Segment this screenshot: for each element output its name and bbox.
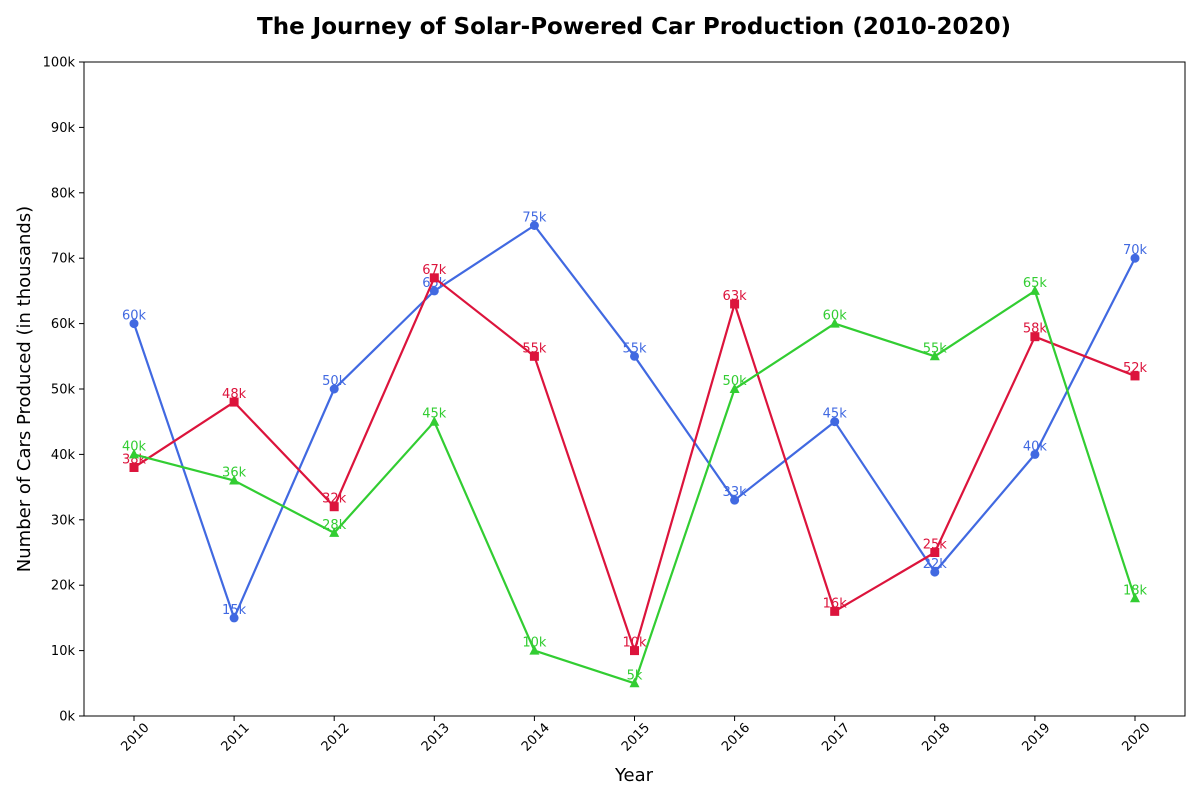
data-point	[1030, 449, 1040, 459]
data-label: 33k	[723, 485, 748, 500]
data-point	[1130, 592, 1140, 603]
data-point	[329, 502, 339, 512]
data-label: 50k	[322, 374, 347, 389]
data-point	[930, 567, 940, 577]
x-tick-label: 2016	[719, 721, 753, 755]
data-label: 40k	[122, 439, 147, 454]
data-point	[1130, 371, 1140, 381]
data-point	[730, 299, 740, 309]
y-tick-label: 60k	[51, 317, 76, 332]
data-point	[129, 319, 139, 329]
data-point	[1030, 332, 1040, 342]
data-label: 52k	[1123, 361, 1148, 376]
data-label: 10k	[622, 636, 647, 651]
y-axis-label: Number of Cars Produced (in thousands)	[14, 206, 35, 572]
data-label: 16k	[823, 596, 848, 611]
data-point	[429, 416, 440, 426]
y-tick-label: 100k	[43, 56, 76, 71]
chart-title: The Journey of Solar-Powered Car Product…	[257, 14, 1011, 40]
data-label: 60k	[122, 309, 147, 324]
plot-area: 0k 10k 20k 30k 40k 50k 60k 70k 80k 90k 100k 2010 201…	[43, 56, 1186, 755]
y-tick-label: 70k	[51, 252, 76, 267]
data-point	[529, 221, 539, 230]
data-label: 18k	[1123, 583, 1148, 598]
data-point	[929, 350, 940, 361]
data-point	[529, 351, 539, 361]
x-tick-label: 2018	[919, 721, 953, 755]
data-point	[830, 606, 840, 616]
data-point	[229, 475, 240, 485]
series-line-1	[132, 224, 1136, 620]
data-point	[529, 645, 540, 655]
data-label: 65k	[1023, 276, 1048, 291]
data-point	[429, 273, 439, 283]
y-tick-label: 80k	[51, 186, 76, 201]
x-tick-label: 2012	[319, 721, 353, 755]
data-point	[1029, 285, 1040, 295]
data-label: 36k	[222, 466, 247, 481]
series-line-2	[133, 276, 1136, 652]
x-tick-label: 2011	[219, 721, 253, 755]
y-tick-label: 90k	[51, 121, 76, 136]
data-point	[729, 383, 740, 393]
x-tick-label: 2014	[519, 721, 553, 755]
data-point	[329, 527, 340, 537]
y-tick-label: 50k	[51, 383, 76, 398]
data-label: 10k	[522, 636, 547, 651]
data-label: 55k	[522, 341, 547, 356]
data-label: 15k	[222, 603, 247, 618]
data-point	[830, 417, 840, 427]
data-label: 63k	[723, 289, 748, 304]
data-label: 32k	[322, 492, 347, 507]
y-tick-label: 30k	[51, 513, 76, 528]
y-tick-label: 0k	[59, 710, 75, 725]
data-point	[730, 495, 740, 505]
x-axis-label: Year	[614, 765, 654, 786]
data-label: 58k	[1023, 322, 1048, 337]
y-tick-label: 40k	[51, 448, 76, 463]
y-tick-label: 20k	[51, 579, 76, 594]
data-point	[930, 548, 940, 557]
y-tick-label: 10k	[51, 644, 76, 659]
data-label: 48k	[222, 387, 247, 402]
data-point	[630, 646, 639, 656]
data-label: 65k	[422, 276, 447, 291]
data-label: 70k	[1123, 243, 1148, 258]
data-label: 45k	[823, 407, 848, 422]
data-label: 75k	[522, 211, 547, 226]
x-tick-label: 2010	[119, 721, 153, 755]
data-point	[630, 351, 639, 361]
data-label: 45k	[422, 407, 447, 422]
data-label: 5k	[627, 668, 643, 683]
data-label: 55k	[622, 341, 647, 356]
x-tick-label: 2017	[819, 721, 853, 755]
data-point	[429, 286, 439, 296]
data-point	[629, 677, 640, 688]
data-point	[129, 462, 139, 472]
data-point	[329, 384, 339, 394]
x-tick-label: 2015	[619, 721, 653, 755]
data-label: 55k	[923, 341, 948, 356]
data-point	[229, 397, 239, 407]
x-tick-label: 2013	[419, 721, 453, 755]
data-point	[129, 448, 139, 459]
data-label: 22k	[923, 557, 948, 572]
data-label: 67k	[422, 263, 447, 278]
data-label: 50k	[723, 374, 748, 389]
data-label: 40k	[1023, 439, 1048, 454]
x-tick-label: 2019	[1019, 721, 1053, 755]
data-point	[829, 318, 840, 328]
data-point	[229, 613, 239, 623]
data-point	[1130, 253, 1140, 263]
plot-frame	[83, 61, 1186, 717]
x-tick-label: 2020	[1120, 721, 1154, 755]
data-label: 25k	[923, 538, 948, 553]
data-label: 28k	[322, 518, 347, 533]
data-label: 60k	[823, 309, 848, 324]
